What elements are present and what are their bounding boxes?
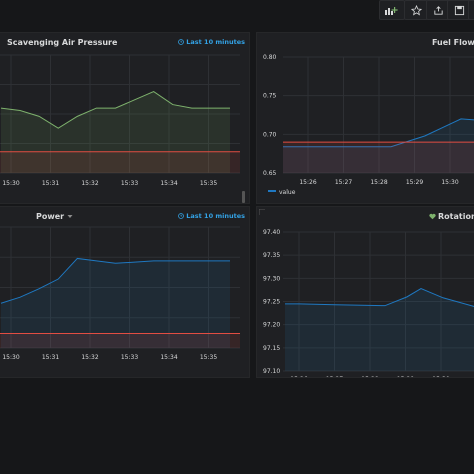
x-tick-label: 15:27 (326, 376, 343, 378)
panel-header[interactable]: Rotational (257, 207, 474, 227)
panel-title: Fuel Flow F (431, 38, 474, 47)
share-icon (433, 5, 443, 15)
panel-title-text: Power (36, 212, 65, 221)
x-tick-label: 15:28 (361, 376, 378, 378)
panel-title-text: Rotational (438, 212, 474, 221)
x-tick-label: 15:30 (2, 180, 19, 187)
star-button[interactable] (404, 0, 428, 20)
y-tick-label: 97.40 (263, 229, 280, 236)
y-tick-label: 0.75 (263, 93, 277, 100)
threshold-area (283, 142, 474, 173)
legend-scrollbar[interactable] (242, 191, 245, 203)
panel-header[interactable]: Fuel Flow F (257, 33, 474, 53)
x-tick-label: 15:30 (2, 354, 19, 361)
legend-swatch (268, 190, 276, 192)
x-tick-label: 15:34 (160, 180, 177, 187)
panel-title: Rotational (429, 212, 474, 221)
panel-scavenging-air-pressure: Scavenging Air Pressure Last 10 minutes … (0, 32, 250, 204)
y-tick-label: 97.20 (263, 322, 280, 329)
panel-fuel-flow: Fuel Flow F 0.80 0.75 0.70 0.65 15:26 15:27 15… (256, 32, 474, 204)
series-area (283, 118, 474, 173)
x-tick-label: 15:35 (200, 180, 217, 187)
x-tick-label: 15:32 (81, 354, 98, 361)
x-tick-label: 15:31 (42, 180, 59, 187)
y-tick-label: 0.70 (263, 131, 277, 138)
resize-handle-icon[interactable] (244, 373, 250, 378)
power-chart[interactable]: 15:30 15:31 15:32 15:33 15:34 15:35 (0, 207, 250, 378)
x-tick-label: 15:28 (370, 179, 387, 186)
add-panel-button[interactable] (379, 0, 405, 20)
y-tick-label: 97.25 (263, 299, 280, 306)
y-tick-label: 97.15 (263, 345, 280, 352)
settings-button[interactable] (468, 0, 474, 20)
star-icon (410, 4, 422, 15)
fuel-flow-chart[interactable]: 0.80 0.75 0.70 0.65 15:26 15:27 15:28 15:29 15:3… (257, 33, 474, 204)
legend-label: value (279, 189, 296, 196)
caret-down-icon (67, 215, 73, 218)
panel-title[interactable]: Power (36, 212, 73, 221)
save-icon (454, 5, 464, 15)
x-tick-label: 15:26 (299, 179, 316, 186)
clock-icon (178, 39, 185, 45)
panel-power: Power Last 10 minutes 15:30 15:31 15:32 15:… (0, 206, 250, 378)
series-area (1, 91, 230, 173)
time-range-label: Last 10 minutes (186, 212, 245, 220)
time-range-badge[interactable]: Last 10 minutes (178, 212, 245, 220)
series-area (285, 288, 474, 371)
x-tick-label: 15:26 (290, 376, 307, 378)
y-tick-label: 0.80 (263, 54, 277, 61)
panel-rotational: Rotational 97.40 97.35 97.30 97.25 97.20 97.1… (256, 206, 474, 378)
rotational-chart[interactable]: 97.40 97.35 97.30 97.25 97.20 97.15 97.10 15:26… (257, 207, 474, 378)
x-tick-label: 15:29 (397, 376, 414, 378)
y-tick-label: 97.35 (263, 252, 280, 259)
y-tick-label: 97.10 (263, 368, 280, 375)
add-panel-icon (385, 7, 398, 15)
panel-header[interactable]: Power Last 10 minutes (0, 207, 249, 227)
x-tick-label: 15:34 (160, 354, 177, 361)
x-tick-label: 15:35 (200, 354, 217, 361)
y-tick-label: 0.65 (263, 170, 277, 177)
x-tick-label: 15:30 (432, 376, 449, 378)
x-tick-label: 15:30 (441, 179, 458, 186)
time-range-badge[interactable]: Last 10 minutes (178, 38, 245, 46)
y-tick-label: 97.30 (263, 275, 280, 282)
series-area (1, 258, 230, 348)
x-tick-label: 15:29 (406, 179, 423, 186)
x-tick-label: 15:31 (42, 354, 59, 361)
x-tick-label: 15:33 (121, 354, 138, 361)
time-range-label: Last 10 minutes (186, 38, 245, 46)
dashboard-toolbar (0, 0, 474, 24)
series-line (285, 287, 474, 308)
threshold-area (0, 151, 240, 173)
clock-icon (178, 213, 185, 219)
chart-legend[interactable]: value (268, 189, 295, 196)
x-tick-label: 15:33 (121, 180, 138, 187)
panel-header[interactable]: Scavenging Air Pressure Last 10 minutes (0, 33, 249, 53)
scavenging-air-pressure-chart[interactable]: 15:30 15:31 15:32 15:33 15:34 15:35 (0, 33, 250, 204)
x-tick-label: 15:27 (335, 179, 352, 186)
panel-title: Scavenging Air Pressure (7, 38, 118, 47)
x-tick-label: 15:32 (81, 180, 98, 187)
threshold-area (0, 333, 240, 348)
heart-icon (429, 213, 436, 220)
